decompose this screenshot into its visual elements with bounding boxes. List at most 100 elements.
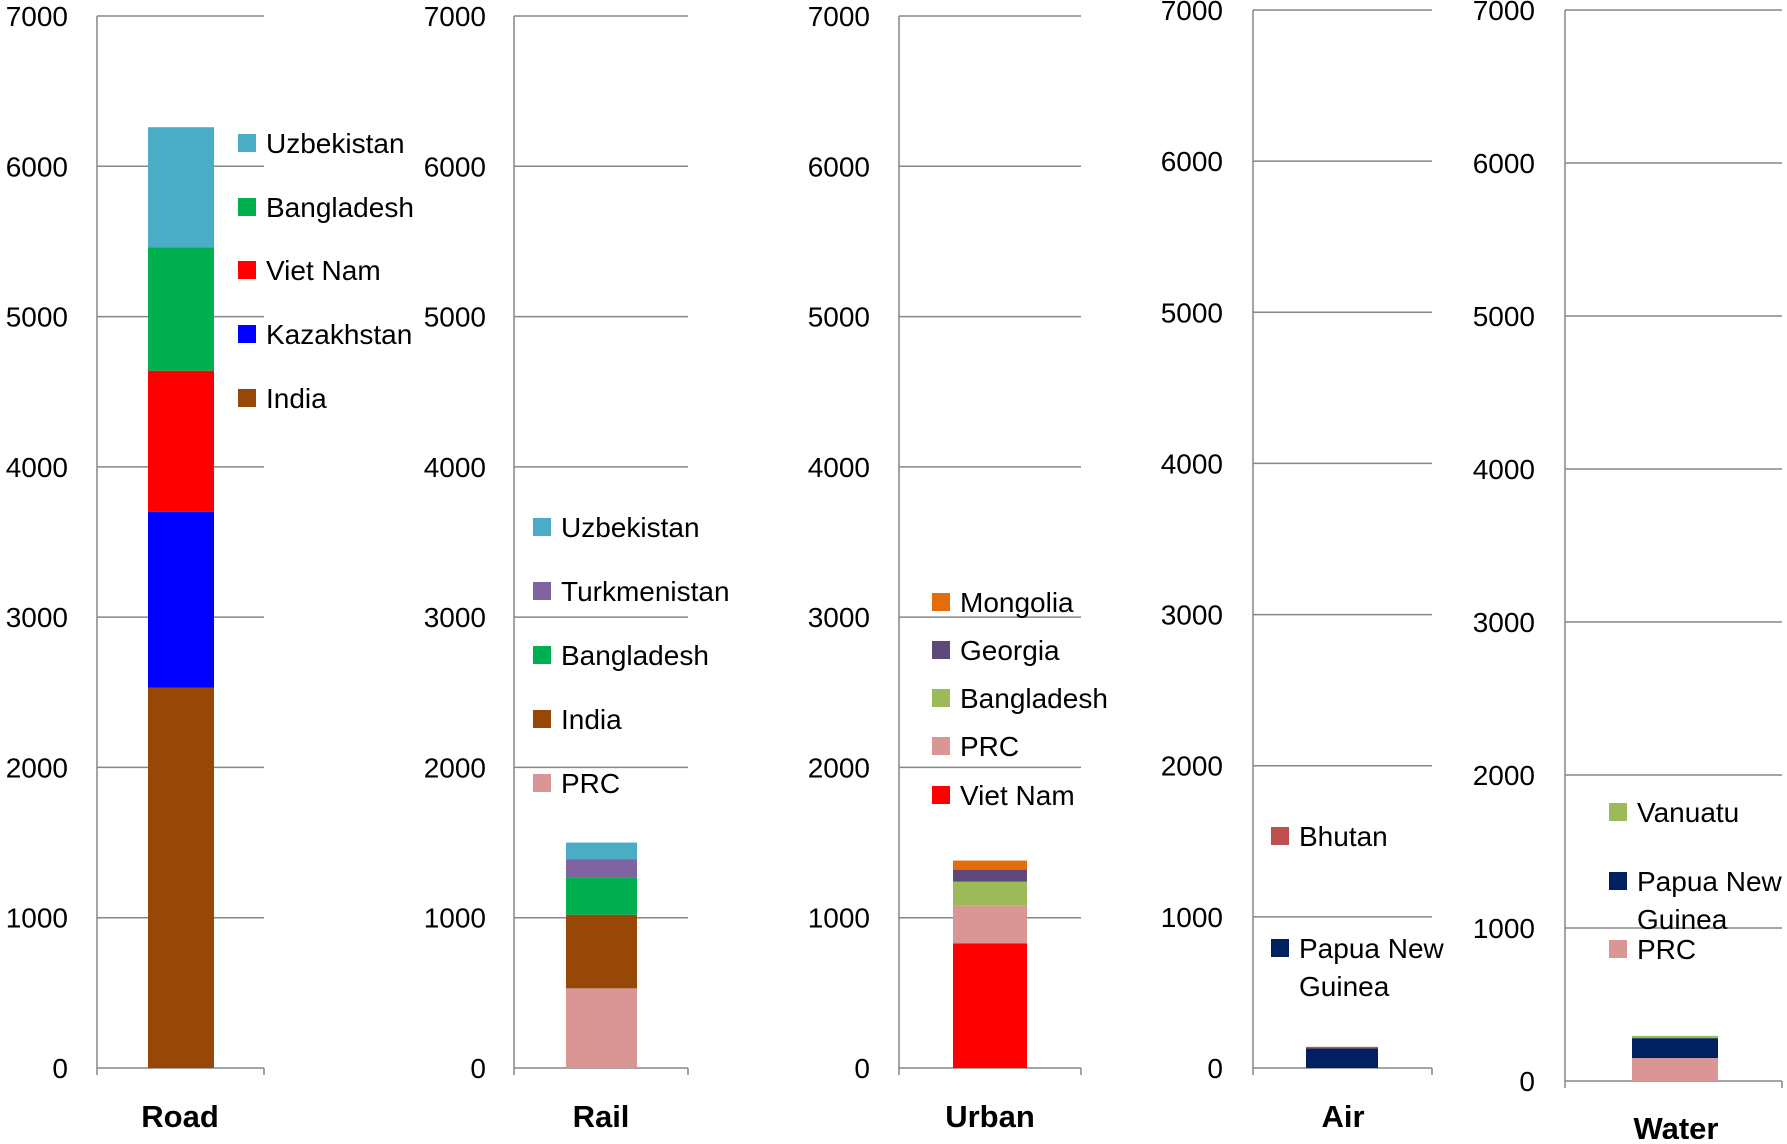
legend-swatch-papua-new-guinea: [1271, 939, 1289, 957]
rail-y-tick-label: 0: [470, 1053, 486, 1084]
urban-y-tick-label: 7000: [808, 1, 870, 32]
legend-swatch-bhutan: [1271, 827, 1289, 845]
urban-bar-segment-viet-nam: [953, 943, 1027, 1068]
rail-bar-segment-prc: [566, 988, 637, 1068]
road-y-tick-label: 1000: [6, 903, 68, 934]
air-y-tick-label: 0: [1207, 1053, 1223, 1084]
legend-swatch-bangladesh: [533, 646, 551, 664]
legend-swatch-india: [238, 389, 256, 407]
legend-swatch-bangladesh: [238, 198, 256, 216]
legend-swatch-vanuatu: [1609, 803, 1627, 821]
rail-y-tick-label: 1000: [424, 903, 486, 934]
road-y-tick-label: 0: [52, 1053, 68, 1084]
rail-y-tick-label: 5000: [424, 302, 486, 333]
legend-swatch-india: [533, 710, 551, 728]
road-y-tick-label: 7000: [6, 1, 68, 32]
air-y-tick-label: 2000: [1161, 751, 1223, 782]
water-y-tick-label: 0: [1519, 1066, 1535, 1097]
rail-bar-segment-turkmenistan: [566, 859, 637, 878]
rail-y-tick-label: 4000: [424, 452, 486, 483]
legend-label-georgia: Georgia: [960, 635, 1060, 666]
legend-swatch-turkmenistan: [533, 582, 551, 600]
water-bar-segment-vanuatu: [1632, 1035, 1718, 1039]
road-bar-segment-kazakhstan: [148, 511, 214, 688]
air-bar-segment-bhutan: [1306, 1046, 1378, 1049]
urban-bar-segment-prc: [953, 905, 1027, 944]
road-category-label: Road: [141, 1099, 219, 1134]
legend-label-india: India: [266, 383, 327, 414]
rail-y-tick-label: 6000: [424, 151, 486, 182]
rail-bar-segment-uzbekistan: [566, 842, 637, 860]
legend-swatch-viet-nam: [238, 261, 256, 279]
urban-y-tick-label: 6000: [808, 151, 870, 182]
legend-swatch-prc: [932, 737, 950, 755]
road-bar-segment-viet-nam: [148, 370, 214, 512]
water-y-tick-label: 2000: [1473, 760, 1535, 791]
air-y-tick-label: 6000: [1161, 146, 1223, 177]
urban-y-tick-label: 2000: [808, 752, 870, 783]
legend-label-viet-nam: Viet Nam: [266, 255, 381, 286]
urban-y-tick-label: 4000: [808, 452, 870, 483]
legend-swatch-prc: [533, 774, 551, 792]
water-y-tick-label: 5000: [1473, 301, 1535, 332]
water-y-tick-label: 4000: [1473, 454, 1535, 485]
legend-label-mongolia: Mongolia: [960, 587, 1074, 618]
road-y-tick-label: 5000: [6, 302, 68, 333]
legend-label-kazakhstan: Kazakhstan: [266, 319, 412, 350]
legend-label-vanuatu: Vanuatu: [1637, 797, 1739, 828]
legend-label-prc: PRC: [1637, 934, 1696, 965]
legend-swatch-uzbekistan: [533, 518, 551, 536]
road-bar-segment-india: [148, 687, 214, 1068]
legend-swatch-uzbekistan: [238, 134, 256, 152]
water-y-tick-label: 7000: [1473, 0, 1535, 26]
air-y-tick-label: 7000: [1161, 0, 1223, 26]
legend-swatch-papua-new-guinea: [1609, 872, 1627, 890]
urban-bar-segment-mongolia: [953, 860, 1027, 870]
air-y-tick-label: 5000: [1161, 297, 1223, 328]
rail-y-tick-label: 2000: [424, 752, 486, 783]
water-y-tick-label: 3000: [1473, 607, 1535, 638]
water-bar-segment-prc: [1632, 1058, 1718, 1081]
legend-swatch-georgia: [932, 641, 950, 659]
urban-y-tick-label: 0: [854, 1053, 870, 1084]
legend-label-uzbekistan: Uzbekistan: [561, 512, 700, 543]
legend-label-prc: PRC: [960, 731, 1019, 762]
legend-label-prc: PRC: [561, 768, 620, 799]
urban-category-label: Urban: [945, 1099, 1035, 1134]
road-y-tick-label: 2000: [6, 752, 68, 783]
legend-swatch-prc: [1609, 940, 1627, 958]
legend-label-viet-nam: Viet Nam: [960, 780, 1075, 811]
air-y-tick-label: 4000: [1161, 448, 1223, 479]
legend-label-uzbekistan: Uzbekistan: [266, 128, 405, 159]
water-y-tick-label: 6000: [1473, 148, 1535, 179]
road-bar-segment-bangladesh: [148, 247, 214, 371]
legend-label-turkmenistan: Turkmenistan: [561, 576, 730, 607]
rail-y-tick-label: 7000: [424, 1, 486, 32]
air-category-label: Air: [1321, 1099, 1364, 1134]
urban-y-tick-label: 5000: [808, 302, 870, 333]
water-category-label: Water: [1634, 1111, 1719, 1139]
rail-bar-segment-india: [566, 914, 637, 989]
road-y-tick-label: 4000: [6, 452, 68, 483]
urban-y-tick-label: 1000: [808, 903, 870, 934]
road-bar-segment-uzbekistan: [148, 127, 214, 248]
legend-swatch-bangladesh: [932, 689, 950, 707]
legend-swatch-viet-nam: [932, 786, 950, 804]
air-y-tick-label: 3000: [1161, 600, 1223, 631]
rail-y-tick-label: 3000: [424, 602, 486, 633]
legend-label-bhutan: Bhutan: [1299, 821, 1388, 852]
water-y-tick-label: 1000: [1473, 913, 1535, 944]
road-y-tick-label: 6000: [6, 151, 68, 182]
legend-swatch-kazakhstan: [238, 325, 256, 343]
legend-label-papua-new-guinea: Papua New Guinea: [1637, 866, 1783, 935]
air-bar-segment-papua-new-guinea: [1306, 1048, 1378, 1068]
legend-label-india: India: [561, 704, 622, 735]
rail-bar-segment-bangladesh: [566, 877, 637, 915]
rail-category-label: Rail: [573, 1099, 630, 1134]
legend-label-bangladesh: Bangladesh: [266, 192, 414, 223]
urban-bar-segment-bangladesh: [953, 881, 1027, 906]
legend-label-bangladesh: Bangladesh: [960, 683, 1108, 714]
legend-label-papua-new-guinea: Papua New Guinea: [1299, 933, 1445, 1002]
